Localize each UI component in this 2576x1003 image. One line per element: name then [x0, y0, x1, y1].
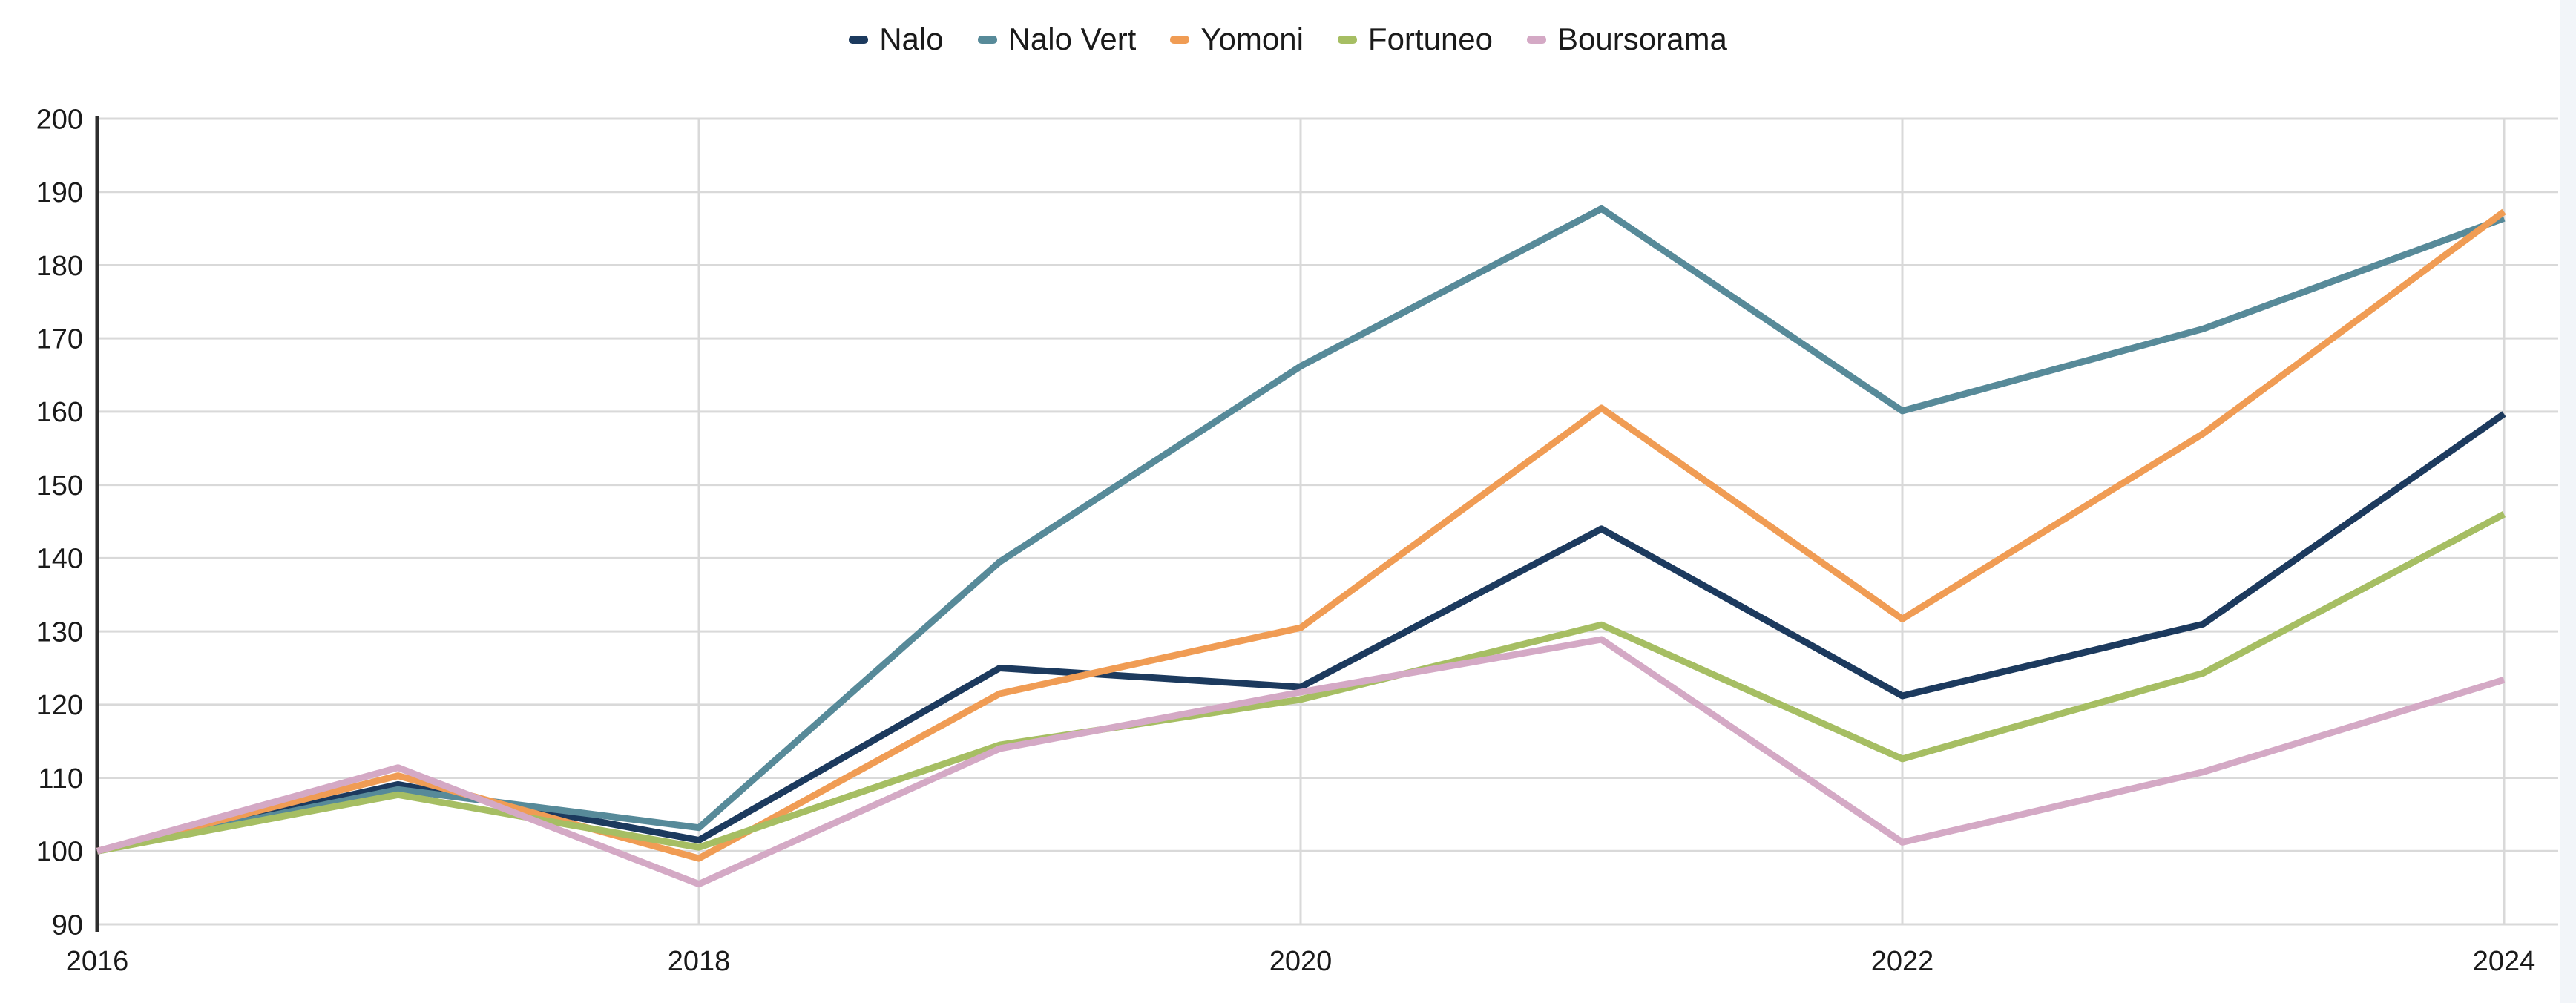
- legend-item-label: Nalo: [879, 22, 944, 56]
- legend-swatch-icon: [1170, 35, 1190, 44]
- chart-legend: Nalo Nalo Vert Yomoni Fortuneo Boursorama: [0, 22, 2576, 56]
- x-tick-label: 2022: [1871, 946, 1934, 977]
- y-tick-label: 140: [36, 544, 83, 575]
- y-tick-label: 90: [52, 910, 83, 941]
- legend-item-boursorama[interactable]: Boursorama: [1527, 22, 1727, 56]
- x-tick-label: 2018: [668, 946, 731, 977]
- y-tick-label: 120: [36, 690, 83, 721]
- y-tick-label: 180: [36, 251, 83, 282]
- legend-item-yomoni[interactable]: Yomoni: [1170, 22, 1304, 56]
- series-line-boursorama[interactable]: [96, 636, 2506, 888]
- y-tick-label: 200: [36, 104, 83, 135]
- legend-item-fortuneo[interactable]: Fortuneo: [1337, 22, 1494, 56]
- y-tick-label: 170: [36, 323, 83, 355]
- legend-swatch-icon: [849, 35, 869, 44]
- legend-swatch-icon: [1337, 35, 1357, 44]
- y-tick-label: 130: [36, 616, 83, 648]
- legend-item-label: Boursorama: [1557, 22, 1727, 56]
- legend-swatch-icon: [1527, 35, 1547, 44]
- y-tick-label: 150: [36, 470, 83, 502]
- y-tick-label: 100: [36, 837, 83, 868]
- series-line-fortuneo[interactable]: [96, 511, 2506, 855]
- legend-swatch-icon: [977, 35, 997, 44]
- y-tick-label: 110: [38, 763, 83, 795]
- legend-item-label: Fortuneo: [1367, 22, 1494, 56]
- x-tick-label: 2024: [2473, 946, 2536, 977]
- legend-item-label: Yomoni: [1200, 22, 1304, 56]
- legend-item-nalo[interactable]: Nalo: [849, 22, 944, 56]
- x-tick-label: 2020: [1269, 946, 1333, 977]
- page-background-strip: [2560, 0, 2576, 1003]
- x-tick-label: 2016: [66, 946, 129, 977]
- legend-item-nalo-vert[interactable]: Nalo Vert: [977, 22, 1137, 56]
- legend-item-label: Nalo Vert: [1008, 22, 1137, 56]
- y-tick-label: 190: [36, 177, 83, 208]
- y-tick-label: 160: [36, 397, 83, 428]
